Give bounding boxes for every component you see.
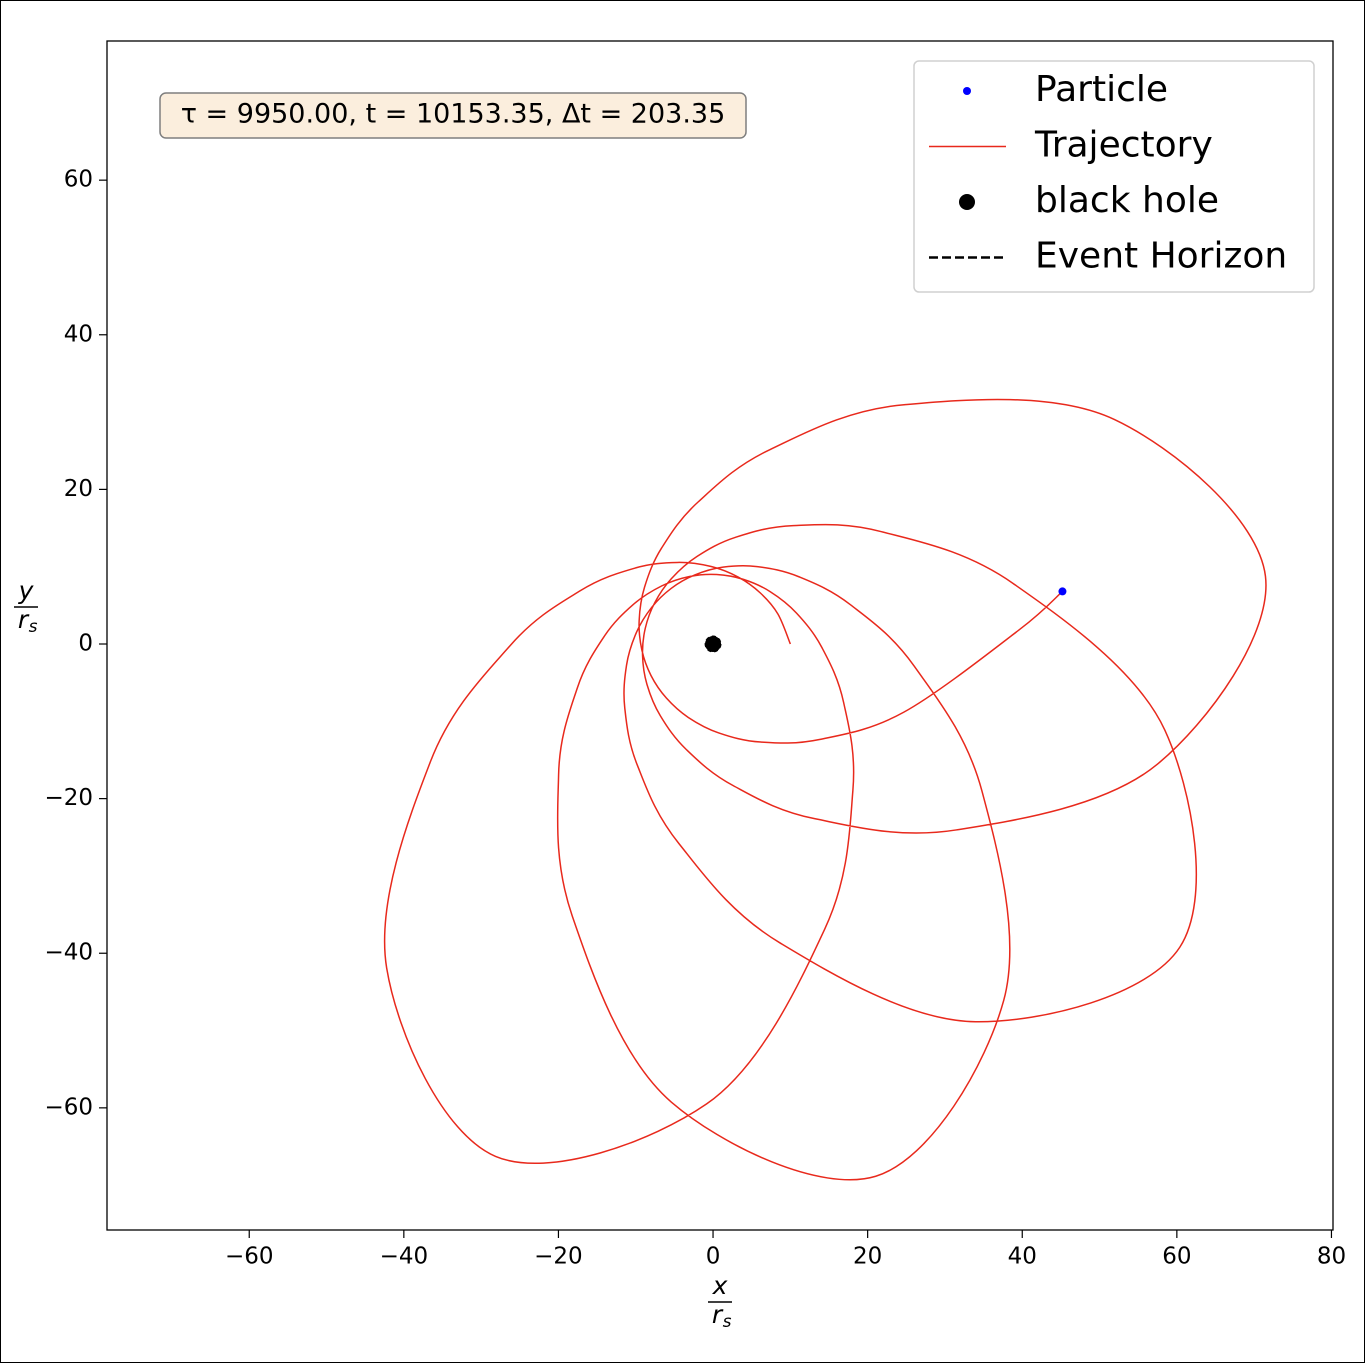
y-tick-label: −40 [44,940,93,966]
x-tick-label: 40 [1008,1244,1037,1270]
annotation: τ = 9950.00, t = 10153.35, Δt = 203.35 [181,99,726,130]
axes-frame [106,40,1334,1231]
x-tick-label: 0 [706,1244,721,1270]
ylabel-denominator: r [18,605,30,634]
trajectory-line [383,398,1267,1181]
y-tick-label: 60 [64,167,93,193]
legend-marker [963,87,971,95]
x-tick-label: 60 [1162,1244,1191,1270]
y-tick-label: −60 [44,1094,93,1120]
ylabel-subscript: s [29,617,38,637]
legend-label: Particle [1035,69,1168,110]
legend-marker [959,194,975,210]
legend-label: black hole [1035,180,1219,221]
x-tick-label: 80 [1317,1244,1346,1270]
annotation-box [159,92,747,139]
y-tick-label: 0 [78,631,93,657]
x-tick-label: 20 [853,1244,882,1270]
xlabel-numerator: x [712,1271,728,1300]
x-tick-label: −60 [225,1244,274,1270]
legend-label: Trajectory [1034,125,1213,166]
x-tick-label: −40 [380,1244,429,1270]
x-tick-label: −20 [534,1244,583,1270]
xlabel-denominator: r [712,1300,724,1329]
y-tick-label: 40 [64,321,93,347]
y-tick-label: −20 [44,785,93,811]
plot-area [383,398,1267,1181]
y-tick-label: 20 [64,476,93,502]
point-marker [1058,587,1067,596]
point-marker [705,636,722,653]
xlabel-subscript: s [723,1312,732,1332]
legend-box [913,60,1315,293]
legend-label: Event Horizon [1035,236,1287,277]
ylabel-numerator: y [18,576,35,605]
